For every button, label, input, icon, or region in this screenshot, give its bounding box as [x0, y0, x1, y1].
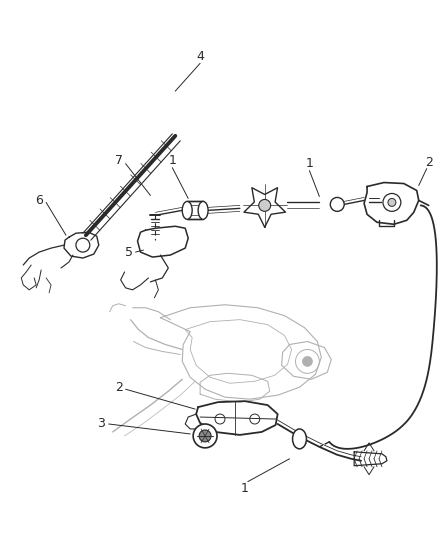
- Text: 2: 2: [114, 381, 122, 394]
- Circle shape: [76, 238, 90, 252]
- Text: 7: 7: [114, 154, 122, 167]
- Circle shape: [302, 357, 312, 366]
- Circle shape: [193, 424, 216, 448]
- Text: 1: 1: [168, 154, 176, 167]
- Circle shape: [382, 193, 400, 212]
- Ellipse shape: [292, 429, 306, 449]
- Polygon shape: [353, 452, 386, 466]
- Circle shape: [258, 199, 270, 212]
- Text: 6: 6: [35, 194, 43, 207]
- Polygon shape: [137, 226, 188, 257]
- Text: 2: 2: [424, 156, 431, 169]
- FancyBboxPatch shape: [187, 201, 203, 219]
- Circle shape: [329, 197, 343, 212]
- Circle shape: [199, 430, 211, 442]
- Polygon shape: [196, 401, 277, 435]
- Polygon shape: [244, 188, 285, 227]
- Text: 4: 4: [196, 50, 204, 63]
- Text: 1: 1: [305, 157, 313, 170]
- Text: 3: 3: [97, 417, 104, 431]
- Polygon shape: [363, 182, 418, 224]
- Circle shape: [387, 198, 395, 206]
- Polygon shape: [64, 232, 99, 258]
- Ellipse shape: [182, 201, 192, 219]
- Ellipse shape: [198, 201, 208, 219]
- Text: 1: 1: [240, 482, 248, 495]
- Text: 5: 5: [124, 246, 132, 259]
